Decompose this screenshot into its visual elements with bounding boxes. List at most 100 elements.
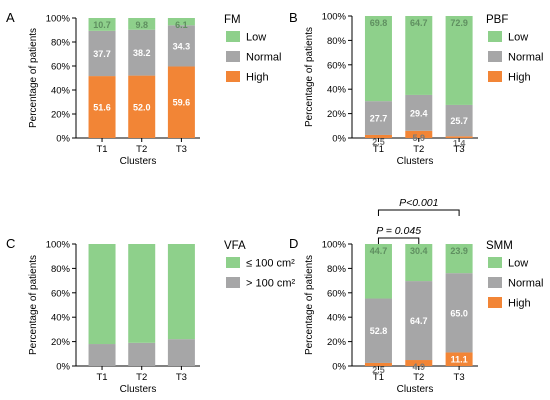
bar-segment (128, 75, 156, 138)
y-tick-label: 60% (327, 60, 347, 71)
x-axis-title: Clusters (120, 156, 157, 167)
data-label: 27.7 (370, 114, 388, 124)
y-tick-label: 20% (51, 110, 71, 121)
x-axis-title: Clusters (397, 156, 434, 167)
y-tick-label: 100% (46, 14, 71, 25)
x-tick-label: T2 (413, 372, 424, 383)
legend-label: Normal (508, 52, 543, 64)
data-label: 30.4 (410, 246, 428, 256)
x-axis-title: Clusters (120, 384, 157, 395)
y-tick-label: 60% (51, 62, 71, 73)
bar-segment (364, 16, 392, 102)
legend-swatch (488, 51, 502, 62)
legend-label: High (246, 72, 269, 84)
data-label: 29.4 (410, 108, 428, 118)
legend-title: VFA (224, 240, 246, 252)
bar-segment (445, 244, 473, 274)
data-label: 72.9 (450, 18, 468, 28)
x-axis-title: Clusters (397, 384, 434, 395)
bar-segment (88, 18, 116, 31)
data-label: 52.8 (370, 326, 388, 336)
bar-segment (405, 94, 433, 131)
legend-label: Low (508, 258, 528, 270)
bar-segment (445, 16, 473, 105)
legend-label: ≤ 100 cm² (246, 258, 295, 270)
bar-segment (88, 30, 116, 77)
bar-segment (128, 29, 156, 76)
bar-segment (445, 352, 473, 366)
bar-segment (128, 18, 156, 30)
panel-a: A 0% 20% 40% 60% 80% 100% 51.6 37.7 10.7 T1 52.0 38.… (6, 10, 281, 167)
data-label: 25.7 (450, 116, 468, 126)
data-label: 10.7 (93, 20, 111, 30)
data-label: 23.9 (450, 246, 468, 256)
y-tick-label: 80% (327, 36, 347, 47)
y-tick-label: 40% (51, 313, 71, 324)
x-tick-label: T3 (454, 372, 465, 383)
legend-swatch (226, 51, 240, 62)
legend-swatch (488, 297, 502, 308)
bar-segment (364, 134, 392, 138)
data-label: 44.7 (370, 246, 388, 256)
y-tick-label: 40% (327, 313, 347, 324)
bar-segment (364, 298, 392, 363)
x-tick-label: T2 (136, 144, 147, 155)
legend-label: Low (508, 32, 528, 44)
data-label: 11.1 (451, 355, 468, 365)
x-tick-label: T3 (176, 372, 187, 383)
y-tick-label: 60% (51, 288, 71, 299)
y-tick-label: 40% (327, 85, 347, 96)
data-label: 64.7 (410, 18, 428, 28)
bar-segment (445, 136, 473, 138)
bar-segment (88, 76, 116, 138)
bar-segment (167, 25, 195, 67)
bar-segment (405, 130, 433, 138)
data-label: 6.1 (175, 20, 188, 30)
data-label: 59.6 (173, 98, 191, 108)
x-tick-label: T1 (373, 372, 384, 383)
bar-segment (128, 342, 156, 366)
x-tick-label: T1 (96, 372, 107, 383)
x-tick-label: T2 (136, 372, 147, 383)
y-tick-label: 40% (51, 86, 71, 97)
y-tick-label: 60% (327, 288, 347, 299)
significance-label: P = 0.045 (376, 225, 421, 237)
y-tick-label: 80% (51, 264, 71, 275)
y-axis-title: Percentage of patients (28, 28, 39, 128)
legend-swatch (226, 257, 240, 268)
legend-label: Normal (508, 278, 543, 290)
legend-swatch (226, 277, 240, 288)
bar-segment (167, 66, 195, 138)
data-label: 37.7 (93, 49, 111, 59)
data-label: 64.7 (410, 316, 428, 326)
y-tick-label: 0% (332, 134, 346, 145)
data-label: 52.0 (133, 102, 151, 112)
significance-bracket (377, 237, 420, 244)
y-tick-label: 0% (56, 362, 70, 373)
x-tick-label: T2 (413, 144, 424, 155)
data-label: 9.8 (135, 20, 148, 30)
panel-letter: B (289, 10, 298, 25)
y-tick-label: 100% (322, 240, 347, 251)
x-tick-label: T3 (176, 144, 187, 155)
y-axis-title: Percentage of patients (304, 27, 315, 127)
legend-title: SMM (486, 240, 513, 252)
bar-segment (364, 362, 392, 366)
data-label: 34.3 (173, 41, 191, 51)
bar-segment (445, 273, 473, 353)
legend-title: PBF (486, 14, 508, 26)
legend-swatch (488, 31, 502, 42)
bar-segment (364, 244, 392, 299)
data-label: 1.4 (453, 138, 466, 148)
legend-title: FM (224, 14, 241, 26)
x-tick-label: T1 (96, 144, 107, 155)
y-tick-label: 0% (332, 362, 346, 373)
legend-label: High (508, 72, 531, 84)
legend-swatch (488, 71, 502, 82)
legend-swatch (488, 257, 502, 268)
bar-segment (405, 16, 433, 95)
bar-segment (445, 104, 473, 137)
y-axis-title: Percentage of patients (28, 255, 39, 355)
bar-segment (364, 101, 392, 135)
